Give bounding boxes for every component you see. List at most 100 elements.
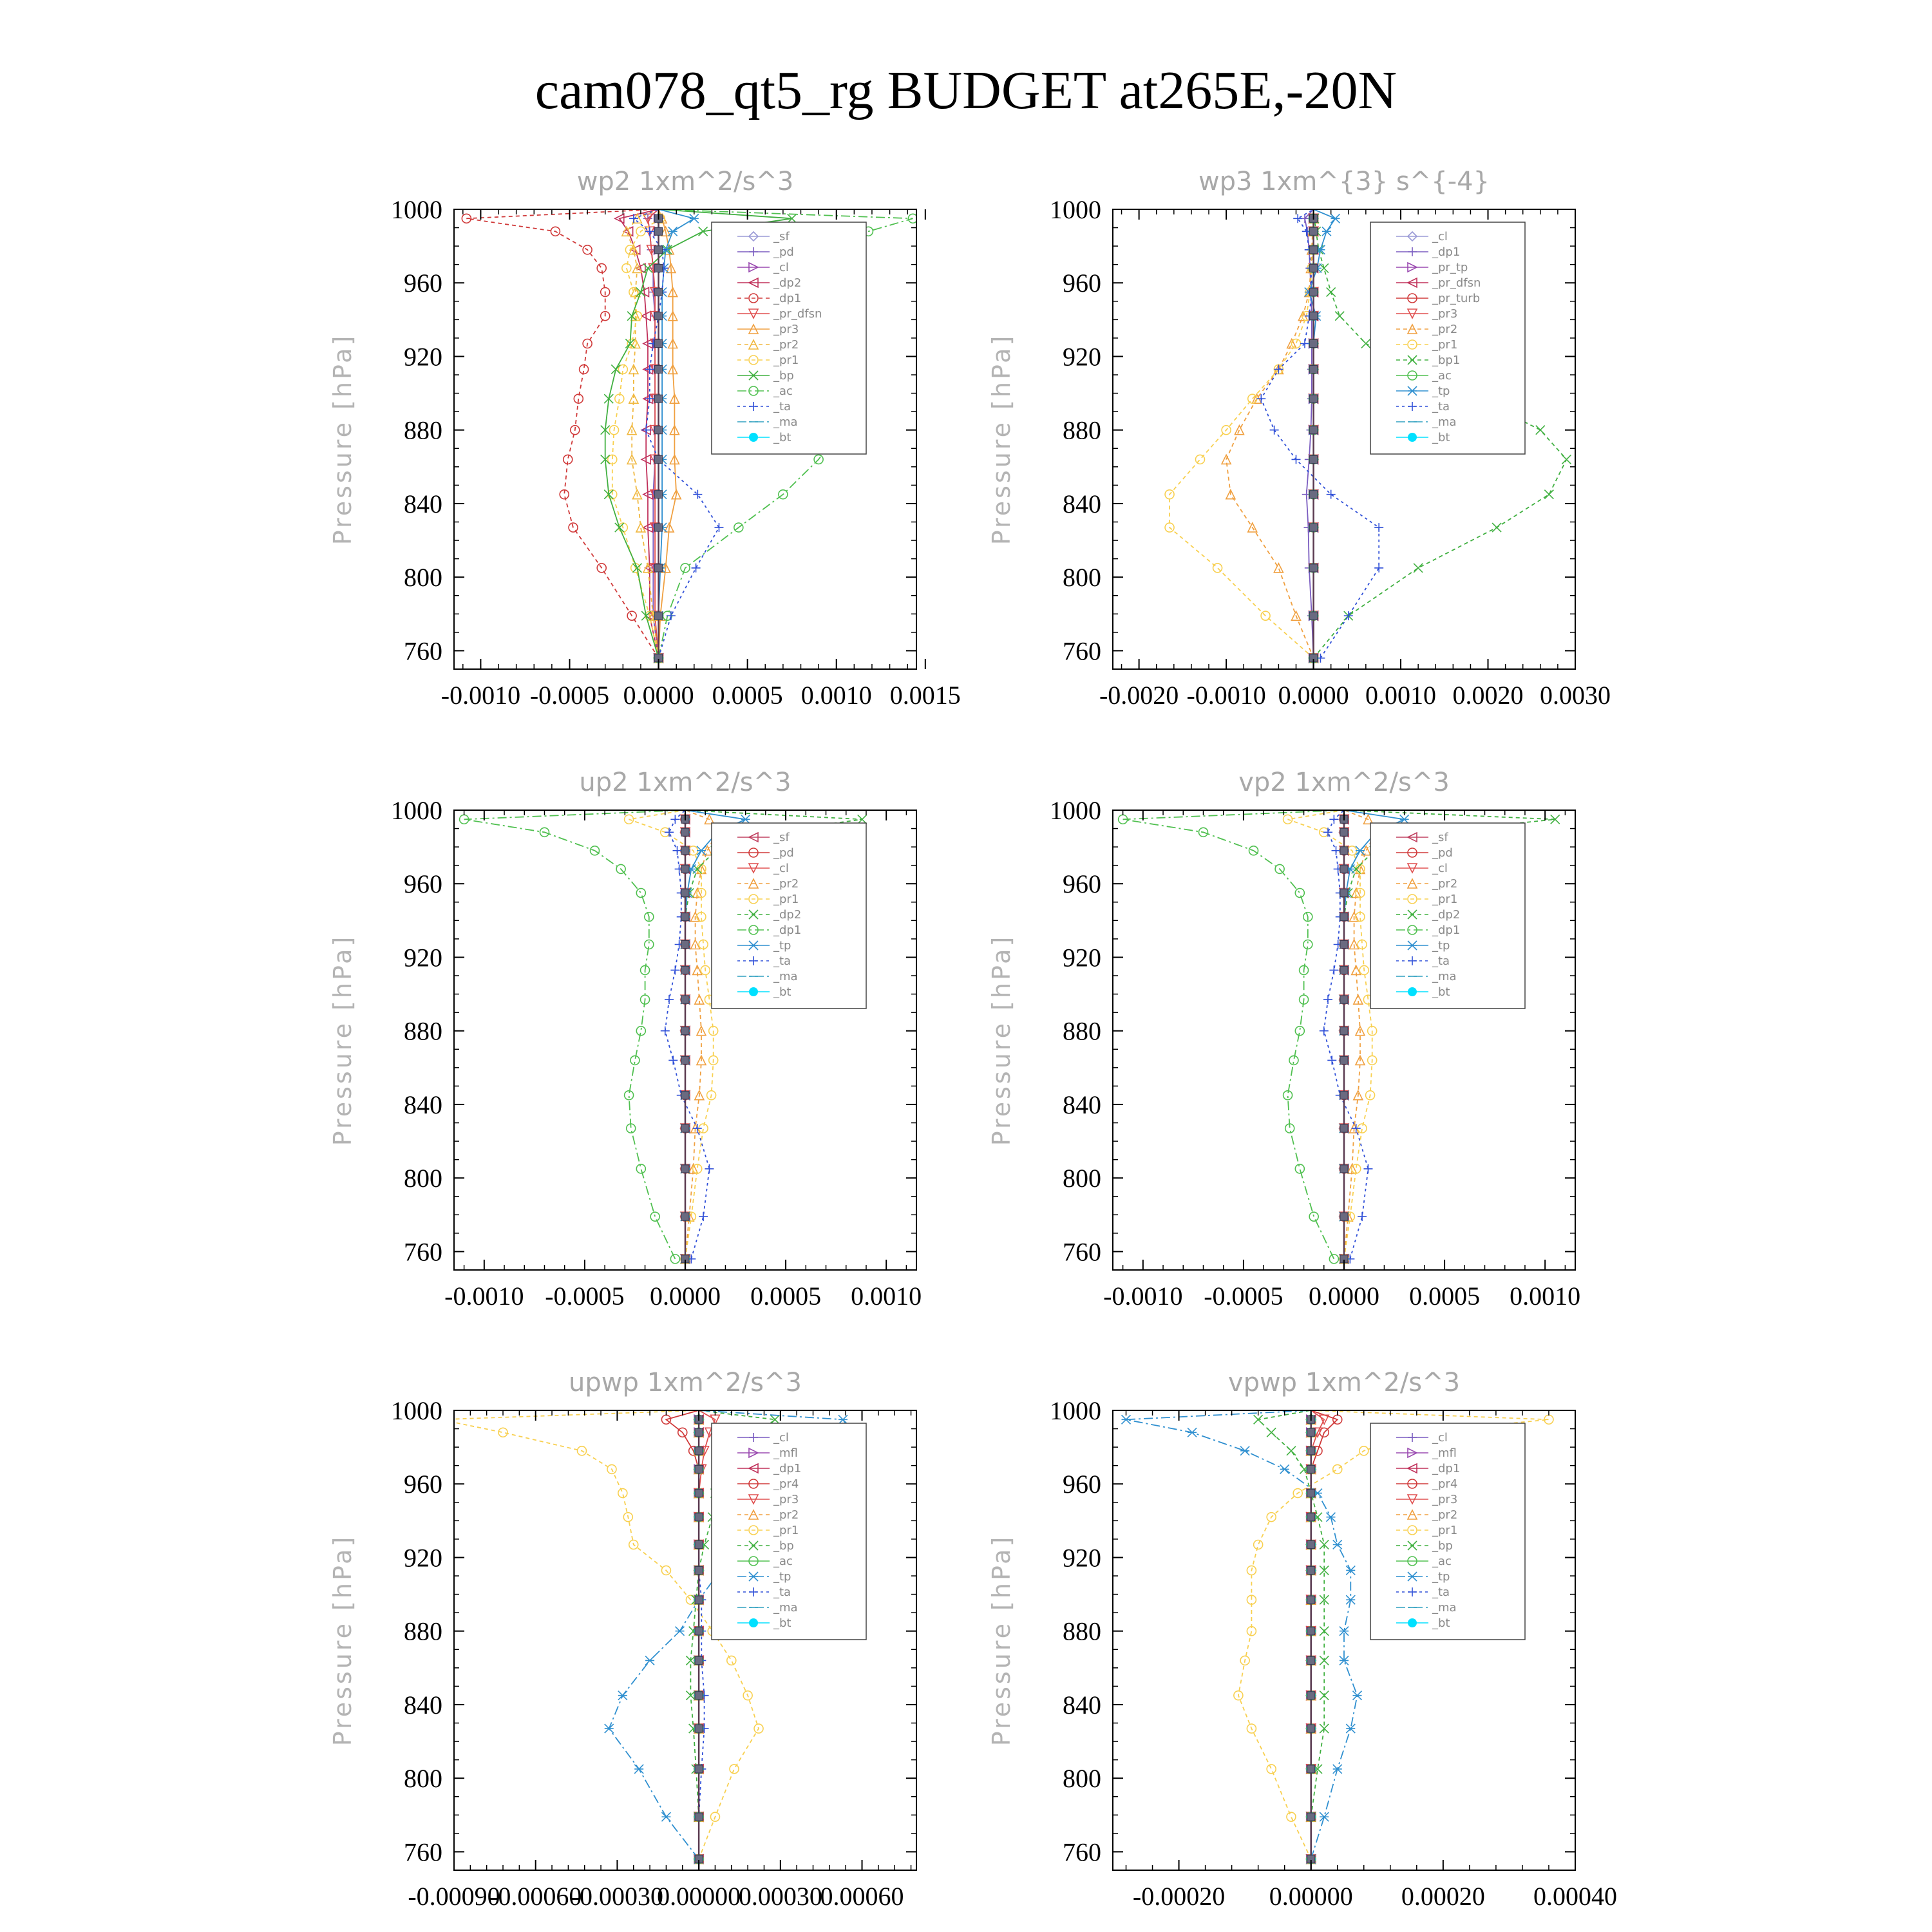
x-tick-label: 0.0000 [1309, 1282, 1379, 1311]
legend-marker [749, 1618, 758, 1627]
zero-marker [694, 1513, 703, 1522]
legend-item: _pr_dfsn [737, 307, 822, 321]
series_pr1 [1164, 209, 1319, 663]
legend-item: _pr4 [737, 1477, 799, 1491]
data-point [1399, 814, 1410, 824]
data-point [600, 310, 611, 321]
legend-marker [1407, 386, 1417, 396]
y-tick-label: 920 [404, 1543, 442, 1572]
legend-marker [748, 1494, 759, 1505]
legend: _cl _mfl _dp1 _pr4 _pr3 _pr2 _pr1 _bp _ac _tp _ta _… [1370, 1423, 1526, 1640]
x-tick-label: 0.00020 [1401, 1882, 1485, 1911]
y-tick-label: 1000 [1050, 1396, 1101, 1425]
legend-marker [748, 261, 759, 273]
legend-item: _bt [737, 985, 791, 999]
data-point [568, 522, 578, 533]
zero-marker [1340, 889, 1349, 898]
x-tick-label: -0.0010 [444, 1282, 524, 1311]
series-line_bp [1256, 1410, 1325, 1859]
data-point [1374, 523, 1384, 533]
legend-marker [1407, 355, 1417, 365]
legend-label: _ma [773, 970, 798, 983]
data-point [1363, 813, 1374, 825]
data-point [787, 213, 797, 223]
data-point [1329, 815, 1339, 824]
data-point [1339, 1626, 1349, 1636]
data-point [1266, 1427, 1276, 1437]
y-tick-label: 840 [1063, 1090, 1101, 1119]
data-point [1269, 425, 1279, 435]
legend-marker [748, 831, 759, 843]
legend-box [711, 222, 867, 455]
axes-frame [1112, 209, 1576, 670]
data-point [1329, 965, 1339, 975]
data-point [559, 489, 570, 500]
legend-label: _cl [1432, 230, 1448, 243]
legend-label: _bt [773, 1616, 791, 1630]
zero-marker [1340, 1091, 1349, 1100]
y-tick-label: 800 [1063, 1764, 1101, 1793]
legend-item: _ma [1396, 970, 1457, 983]
zero-marker [654, 365, 663, 374]
x-tick-label: 0.0010 [1365, 681, 1436, 710]
data-point [1294, 887, 1305, 898]
y-tick-label: 960 [404, 269, 442, 298]
zero-marker [1340, 1124, 1349, 1133]
legend-marker [1407, 293, 1417, 303]
legend-marker [1406, 231, 1418, 242]
data-point [693, 489, 703, 499]
data-point [614, 393, 625, 404]
data-point [604, 1723, 614, 1734]
data-point [692, 887, 703, 898]
series-line_dp1 [1122, 810, 1345, 1260]
zero-marker [681, 828, 690, 837]
y-tick-label: 760 [404, 1837, 442, 1866]
zero-marker [694, 1765, 703, 1774]
legend-marker [1407, 1571, 1417, 1582]
legend-item: _tp [1396, 1570, 1450, 1584]
legend-item: _dp2 [737, 908, 801, 922]
data-point [1240, 1655, 1250, 1666]
data-point [625, 245, 636, 255]
legend: _sf _pd _cl _pr2 _pr1 _dp2_dp1 _tp _ta _ma _bt [1370, 822, 1526, 1009]
data-point [1280, 1464, 1290, 1474]
legend-label: _dp2 [1432, 908, 1460, 922]
data-point [1319, 1690, 1329, 1701]
legend-marker [1408, 433, 1417, 442]
data-point [677, 1427, 688, 1438]
legend: _cl _dp1 _pr_tp _pr_dfsn _pr_turb _pr3 _pr2 _pr… [1370, 222, 1526, 455]
zero-line [654, 213, 663, 669]
legend-item: _tp [1396, 939, 1450, 952]
data-point [1121, 1414, 1132, 1425]
data-point [600, 454, 611, 464]
legend-item: _pr_tp [1396, 261, 1468, 274]
data-point [1319, 1655, 1329, 1665]
legend-label: _ta [1432, 400, 1450, 413]
series_ta [1256, 209, 1384, 663]
series-line_ta [1260, 209, 1380, 659]
data-point [578, 364, 589, 375]
data-point [699, 1212, 708, 1222]
legend-marker [748, 925, 759, 935]
axes-frame [453, 209, 917, 670]
data-point [1354, 1025, 1366, 1036]
legend-marker [748, 1509, 759, 1520]
series_pr1 [623, 810, 719, 1264]
data-point [741, 814, 751, 824]
data-point [1274, 365, 1283, 374]
data-point [1365, 1090, 1376, 1101]
data-point [1300, 339, 1310, 348]
legend-item: _ta [737, 400, 791, 413]
zero-marker [654, 245, 663, 254]
legend-marker [1407, 370, 1417, 381]
y-tick-label: 920 [1063, 1543, 1101, 1572]
legend-label: _bp [773, 1539, 794, 1553]
legend-marker [749, 987, 758, 996]
data-point [1355, 911, 1365, 922]
legend-item: _pr2 [737, 1508, 799, 1522]
data-point [696, 911, 706, 922]
legend-label: _pr3 [1432, 1493, 1457, 1506]
zero-marker [681, 1091, 690, 1100]
data-point [1544, 489, 1554, 500]
zero-marker [681, 889, 690, 898]
